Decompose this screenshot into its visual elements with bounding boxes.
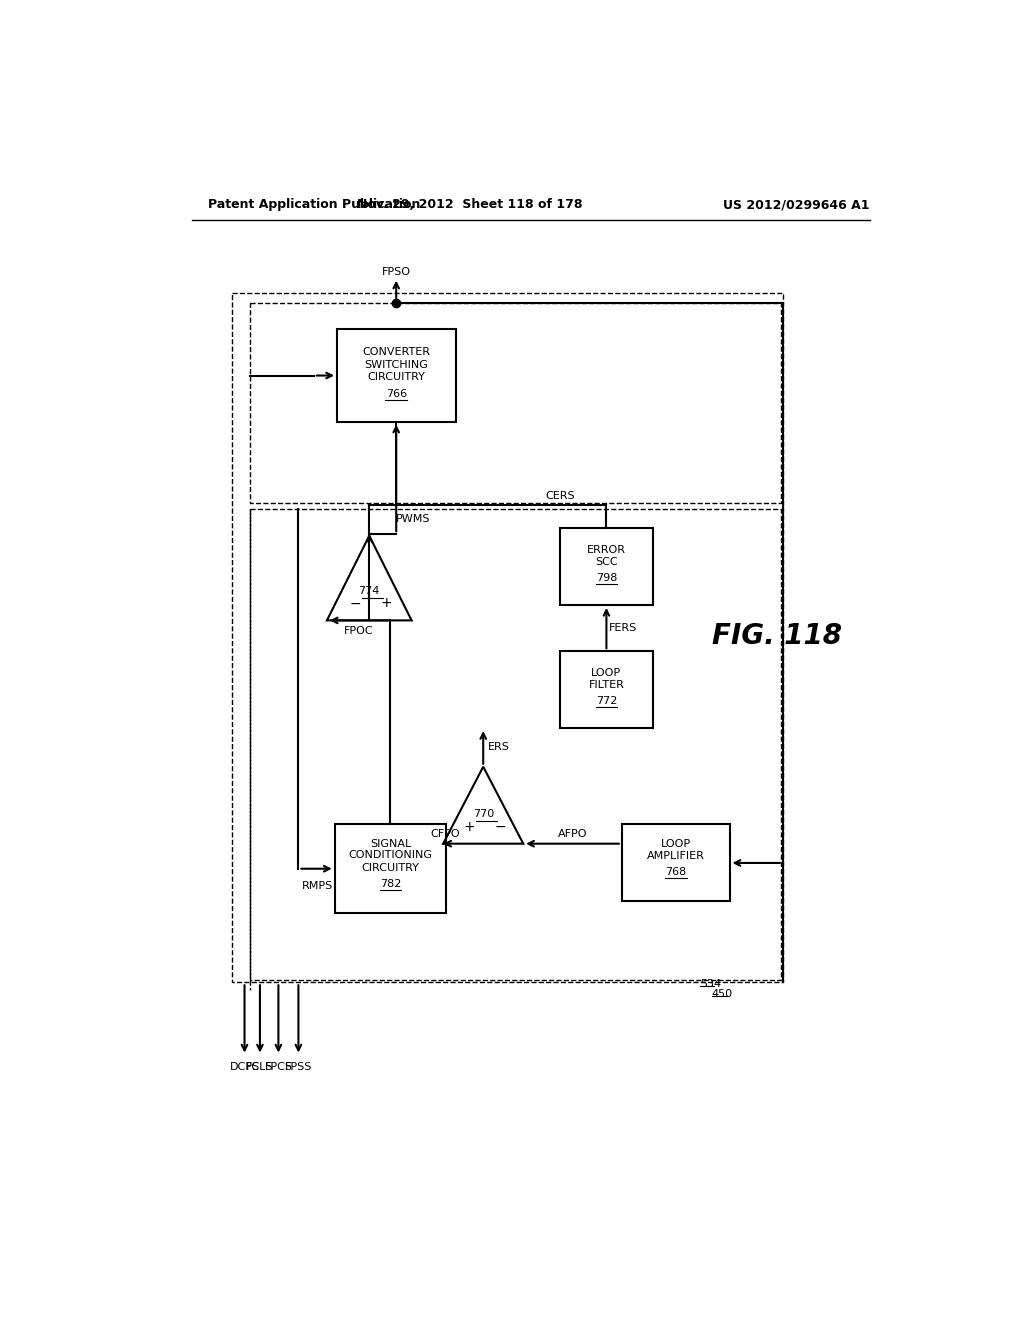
Bar xyxy=(250,304,781,503)
Text: ERROR: ERROR xyxy=(587,545,626,554)
Text: CFPO: CFPO xyxy=(430,829,460,840)
Text: FIG. 118: FIG. 118 xyxy=(713,622,843,649)
Text: 772: 772 xyxy=(596,696,617,706)
Text: +: + xyxy=(464,820,475,834)
Text: FPCS: FPCS xyxy=(264,1063,293,1072)
Text: FPOC: FPOC xyxy=(344,626,374,636)
Text: −: − xyxy=(495,820,506,834)
Text: 768: 768 xyxy=(666,867,686,878)
Text: RMPS: RMPS xyxy=(302,880,334,891)
Text: FERS: FERS xyxy=(609,623,638,634)
Text: AMPLIFIER: AMPLIFIER xyxy=(647,851,705,861)
Text: Patent Application Publication: Patent Application Publication xyxy=(208,198,420,211)
Text: SWITCHING: SWITCHING xyxy=(365,360,428,370)
Text: CERS: CERS xyxy=(546,491,575,500)
Text: FPSS: FPSS xyxy=(285,1063,312,1072)
Text: FILTER: FILTER xyxy=(589,680,625,690)
Text: SIGNAL: SIGNAL xyxy=(370,838,411,849)
Text: ERS: ERS xyxy=(487,742,510,752)
Bar xyxy=(232,293,782,982)
Text: −: − xyxy=(349,597,361,610)
Bar xyxy=(622,825,730,902)
Text: LOOP: LOOP xyxy=(660,838,691,849)
Text: FPSO: FPSO xyxy=(382,267,411,277)
Text: SCC: SCC xyxy=(595,557,617,566)
Text: FCLS: FCLS xyxy=(246,1063,273,1072)
Bar xyxy=(337,330,456,422)
Text: 798: 798 xyxy=(596,573,617,583)
Text: DCPS: DCPS xyxy=(229,1063,259,1072)
Text: CONVERTER: CONVERTER xyxy=(362,347,430,358)
Text: CIRCUITRY: CIRCUITRY xyxy=(361,862,420,873)
Text: LOOP: LOOP xyxy=(591,668,622,677)
Text: 774: 774 xyxy=(358,586,380,597)
Text: CIRCUITRY: CIRCUITRY xyxy=(368,372,425,381)
Bar xyxy=(560,651,652,729)
Text: AFPO: AFPO xyxy=(558,829,588,840)
Text: 534: 534 xyxy=(700,979,722,989)
Text: Nov. 29, 2012  Sheet 118 of 178: Nov. 29, 2012 Sheet 118 of 178 xyxy=(356,198,582,211)
Text: 450: 450 xyxy=(712,989,733,999)
Bar xyxy=(560,528,652,605)
Text: US 2012/0299646 A1: US 2012/0299646 A1 xyxy=(723,198,869,211)
Text: CONDITIONING: CONDITIONING xyxy=(348,850,432,861)
Text: 782: 782 xyxy=(380,879,401,888)
Text: PWMS: PWMS xyxy=(396,513,430,524)
Text: 766: 766 xyxy=(386,389,407,399)
Bar xyxy=(250,508,781,979)
Bar xyxy=(335,825,446,913)
Text: 770: 770 xyxy=(473,809,494,820)
Text: +: + xyxy=(380,597,392,610)
